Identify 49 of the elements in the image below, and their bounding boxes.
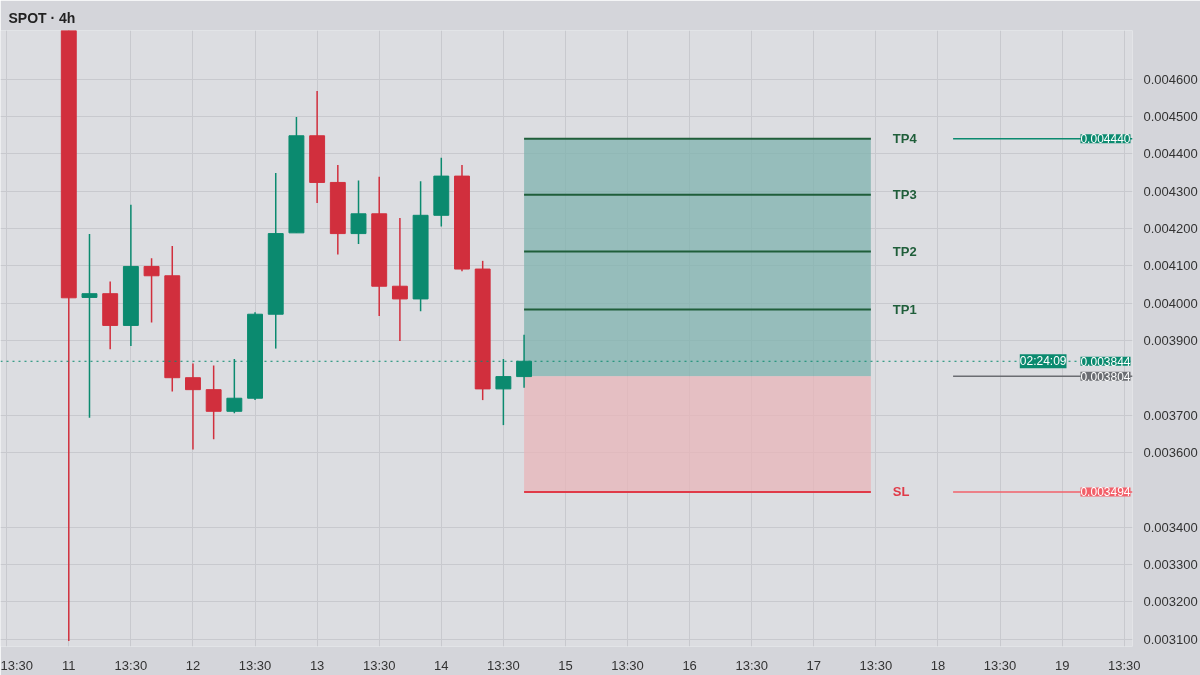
- y-tick-label: 0.004500: [1143, 108, 1198, 124]
- candlestick: [143, 257, 160, 324]
- ref-line-label: TP3: [892, 187, 917, 203]
- x-tick-label: 12: [185, 657, 201, 673]
- x-tick-label: 11: [62, 657, 76, 673]
- x-tick-label: 13:30: [859, 657, 893, 673]
- candlestick: [205, 364, 222, 441]
- ref-line-label: TP1: [892, 301, 917, 317]
- chart-title: SPOT · 4h: [8, 9, 76, 26]
- x-tick-label: 13:30: [362, 657, 396, 673]
- y-tick-label: 0.004200: [1143, 220, 1198, 236]
- y-tick-label: 0.003200: [1143, 594, 1198, 610]
- x-tick-label: 13:30: [983, 657, 1017, 673]
- x-tick-label: 13:30: [0, 657, 34, 673]
- ref-line-label: 0.003844: [1080, 354, 1131, 369]
- y-tick-label: 0.004000: [1143, 295, 1198, 311]
- x-tick-label: 13:30: [487, 657, 520, 673]
- x-tick-label: 16: [682, 657, 697, 673]
- x-tick-label: 13:30: [611, 657, 644, 673]
- y-tick-label: 0.004300: [1143, 183, 1198, 199]
- ref-line-label: SL: [892, 484, 910, 500]
- y-tick-label: 0.003600: [1143, 444, 1198, 460]
- x-tick-label: 13: [309, 657, 325, 673]
- ref-line-label: 0.003494: [1080, 485, 1131, 500]
- ref-line-label: TP2: [892, 244, 917, 260]
- x-tick-label: 18: [930, 657, 946, 673]
- candlestick: [391, 217, 408, 342]
- x-tick-label: 13:30: [1107, 657, 1141, 673]
- x-tick-label: 14: [434, 657, 449, 673]
- x-tick-label: 17: [806, 657, 822, 673]
- y-tick-label: 0.003700: [1143, 407, 1198, 423]
- candlestick: [185, 362, 201, 451]
- y-tick-label: 0.003900: [1143, 332, 1198, 348]
- candlestick: [350, 179, 367, 245]
- ref-line-label: 0.003804: [1080, 369, 1131, 384]
- x-tick-label: 13:30: [238, 657, 272, 673]
- y-tick-label: 0.004400: [1143, 146, 1198, 162]
- ref-line-label: 0.004440: [1080, 132, 1131, 147]
- x-tick-label: 13:30: [735, 657, 768, 673]
- y-tick-label: 0.003400: [1143, 519, 1198, 535]
- y-tick-label: 0.003100: [1143, 631, 1198, 647]
- ref-line-label: TP4: [892, 131, 918, 147]
- y-tick-label: 0.004600: [1143, 71, 1198, 87]
- annotation: 02:24:09: [1019, 354, 1067, 369]
- y-tick-label: 0.003300: [1143, 556, 1198, 572]
- x-tick-label: 13:30: [114, 657, 148, 673]
- x-tick-label: 15: [558, 657, 573, 673]
- y-tick-label: 0.004100: [1143, 258, 1198, 274]
- x-tick-label: 19: [1054, 657, 1070, 673]
